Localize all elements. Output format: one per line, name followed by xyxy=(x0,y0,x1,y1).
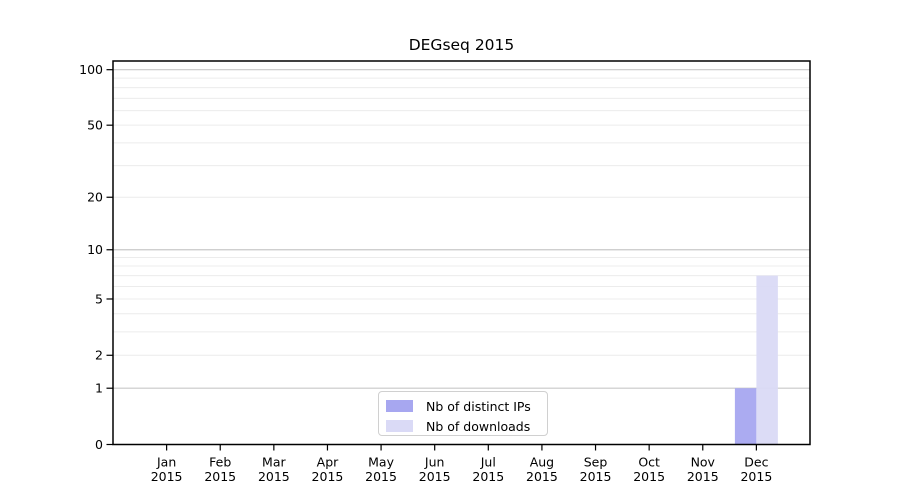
x-tick-label-year: 2015 xyxy=(365,469,397,484)
y-tick-label: 1 xyxy=(95,381,103,396)
x-tick-label-year: 2015 xyxy=(312,469,344,484)
x-tick-label-year: 2015 xyxy=(633,469,665,484)
legend-swatch-downloads xyxy=(386,420,413,432)
x-tick-label-month: Apr xyxy=(317,455,339,470)
bar-distinct-ips xyxy=(734,388,757,445)
bar-downloads xyxy=(756,275,778,445)
x-tick-label-year: 2015 xyxy=(526,469,558,484)
x-tick-label-year: 2015 xyxy=(687,469,719,484)
x-tick-label-month: Sep xyxy=(584,455,608,470)
y-tick-label: 5 xyxy=(95,291,103,306)
y-tick-label: 50 xyxy=(87,117,103,132)
y-tick-label: 10 xyxy=(87,242,103,257)
legend-label-distinct-ips: Nb of distinct IPs xyxy=(426,398,531,414)
x-tick-label-year: 2015 xyxy=(419,469,451,484)
x-tick-label-month: Jun xyxy=(424,455,445,470)
x-tick-label-year: 2015 xyxy=(204,469,236,484)
x-tick-label-year: 2015 xyxy=(258,469,290,484)
x-tick-label-month: Aug xyxy=(530,455,554,470)
legend-swatch-distinct-ips xyxy=(386,400,413,412)
x-tick-label-year: 2015 xyxy=(580,469,612,484)
chart-title: DEGseq 2015 xyxy=(408,36,515,54)
legend-label-downloads: Nb of downloads xyxy=(426,418,531,434)
legend: Nb of distinct IPs Nb of downloads xyxy=(378,391,548,436)
x-tick-label-month: May xyxy=(368,455,394,470)
x-tick-label-month: Nov xyxy=(691,455,716,470)
y-tick-label: 20 xyxy=(87,190,103,205)
y-tick-label: 2 xyxy=(95,348,103,363)
legend-item-distinct-ips: Nb of distinct IPs xyxy=(386,396,547,416)
x-tick-label-year: 2015 xyxy=(151,469,183,484)
x-tick-label-year: 2015 xyxy=(740,469,772,484)
x-tick-label-month: Feb xyxy=(209,455,231,470)
axes-border xyxy=(112,60,811,446)
x-tick-label-month: Jan xyxy=(156,455,176,470)
y-tick-label: 100 xyxy=(79,62,103,77)
legend-item-downloads: Nb of downloads xyxy=(386,416,547,436)
x-tick-label-month: Jul xyxy=(480,455,496,470)
y-tick-label: 0 xyxy=(95,437,103,452)
x-tick-label-month: Dec xyxy=(744,455,768,470)
x-tick-label-month: Mar xyxy=(262,455,286,470)
x-tick-label-year: 2015 xyxy=(472,469,504,484)
x-tick-label-month: Oct xyxy=(638,455,660,470)
